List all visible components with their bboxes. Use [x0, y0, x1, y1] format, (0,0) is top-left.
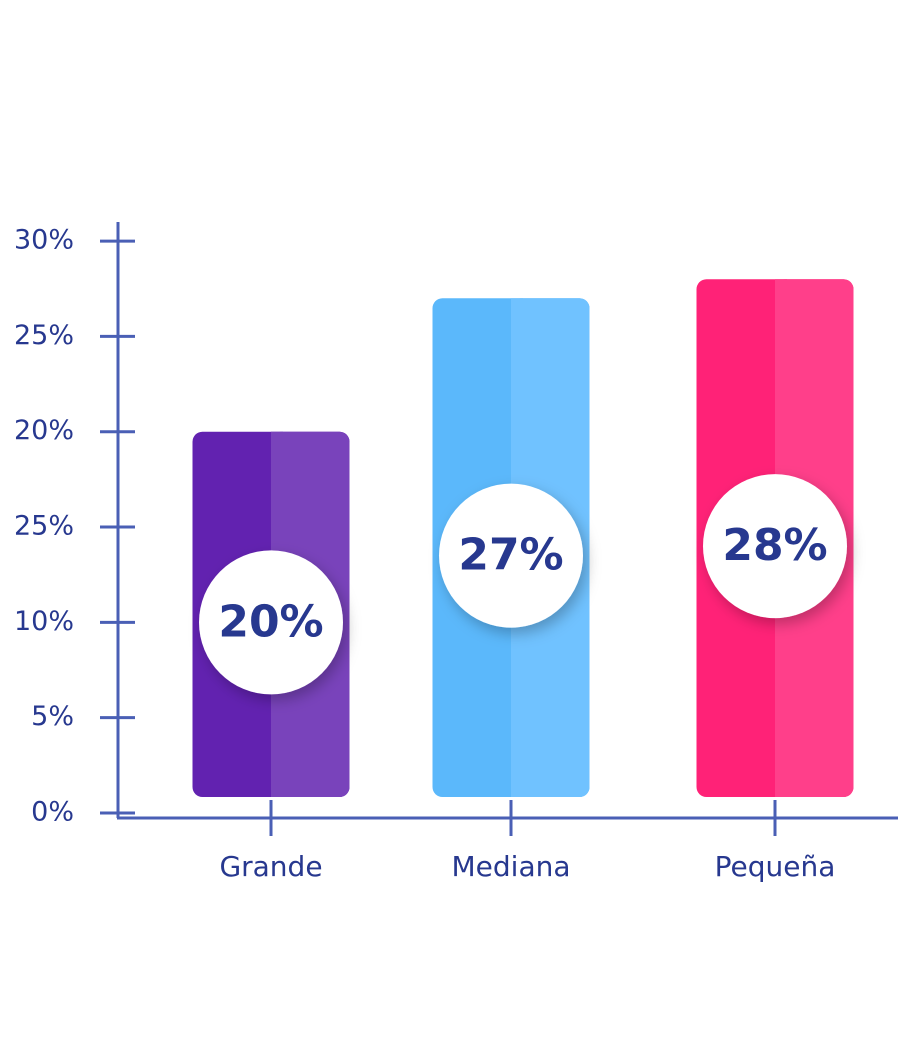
- value-badge: [439, 483, 583, 628]
- x-tick-label: Pequeña: [715, 850, 836, 883]
- y-tick-label: 10%: [14, 606, 74, 637]
- y-tick-label: 25%: [14, 320, 74, 351]
- x-tick-label: Grande: [219, 850, 322, 883]
- value-label: 28%: [722, 520, 827, 571]
- y-tick-label: 30%: [14, 225, 74, 256]
- value-label: 27%: [458, 530, 563, 581]
- y-tick-label: 0%: [31, 797, 74, 828]
- value-badge: [703, 474, 847, 619]
- value-badge: [199, 550, 343, 695]
- x-tick-label: Mediana: [452, 850, 571, 883]
- y-tick-label: 25%: [14, 511, 74, 542]
- value-label: 20%: [218, 596, 323, 647]
- y-tick-label: 20%: [14, 415, 74, 446]
- y-tick-label: 5%: [31, 701, 74, 732]
